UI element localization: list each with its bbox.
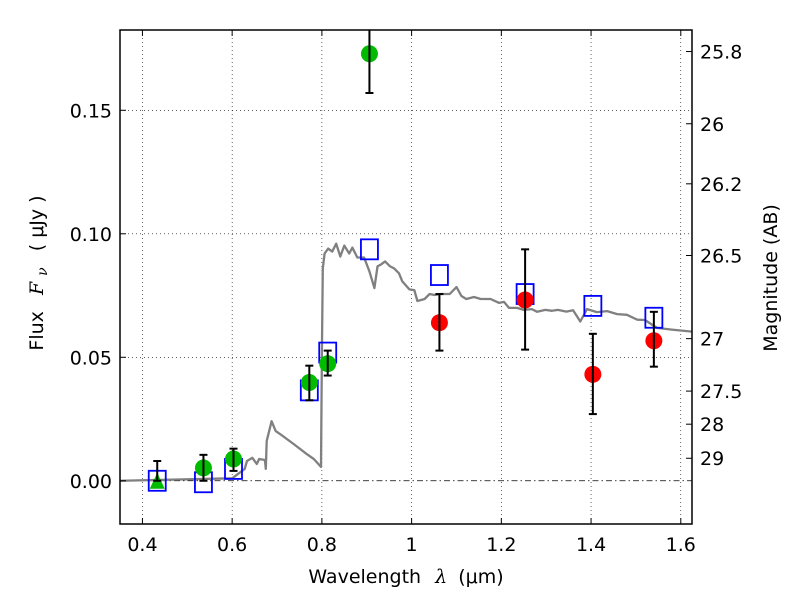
x-axis-label-unit: (μm) [458, 566, 503, 588]
right-tick-label: 27.5 [700, 381, 742, 403]
x-axis-label-prefix: Wavelength [308, 566, 421, 588]
x-tick-label: 0.8 [307, 534, 337, 556]
x-axis-label-symbol: λ [434, 566, 447, 588]
plot-clip-group [120, 30, 692, 494]
y-tick-label: 0.15 [70, 100, 112, 122]
x-tick-label: 1 [406, 534, 418, 556]
x-tick-label: 1.6 [666, 534, 696, 556]
y-axis-label: Flux F ν ( μJy ) [26, 195, 52, 350]
synthetic-photometry-square [583, 294, 603, 317]
y-axis-label-symbol: F [26, 281, 48, 296]
right-tick-label: 29 [700, 448, 724, 470]
y-axis-label-unit: ( μJy ) [26, 195, 48, 251]
x-axis-label: Wavelength λ (μm) [308, 566, 503, 588]
right-tick-label: 25.8 [700, 42, 742, 64]
plot-area [120, 30, 692, 494]
y-axis-label-prefix: Flux [26, 311, 48, 351]
y-tick-label: 0.10 [70, 224, 112, 246]
right-tick-label: 27 [700, 329, 724, 351]
x-tick-label: 0.6 [217, 534, 247, 556]
y-axis-label-subscript: ν [35, 267, 51, 276]
right-tick-label: 26 [700, 114, 724, 136]
right-tick-label: 26.2 [700, 174, 742, 196]
right-tick-label: 28 [700, 414, 724, 436]
right-axis-label: Magnitude (AB) [760, 204, 782, 352]
x-tick-label: 1.2 [486, 534, 516, 556]
synthetic-photometry-square [360, 238, 379, 261]
model-sed-line [120, 242, 692, 482]
axes-frame [119, 29, 693, 525]
y-tick-label: 0.05 [70, 347, 112, 369]
x-tick-label: 1.4 [576, 534, 606, 556]
y-tick-label: 0.00 [70, 471, 112, 493]
x-tick-label: 0.4 [127, 534, 157, 556]
synthetic-photometry-square [430, 264, 449, 286]
axis-ticks: 0.4 0.6 0.8 1 1.2 1.4 1.6 0.00 0.05 0.10 0.15 25.8 2… [70, 30, 742, 556]
grid [120, 30, 692, 524]
right-tick-label: 26.5 [700, 246, 742, 268]
